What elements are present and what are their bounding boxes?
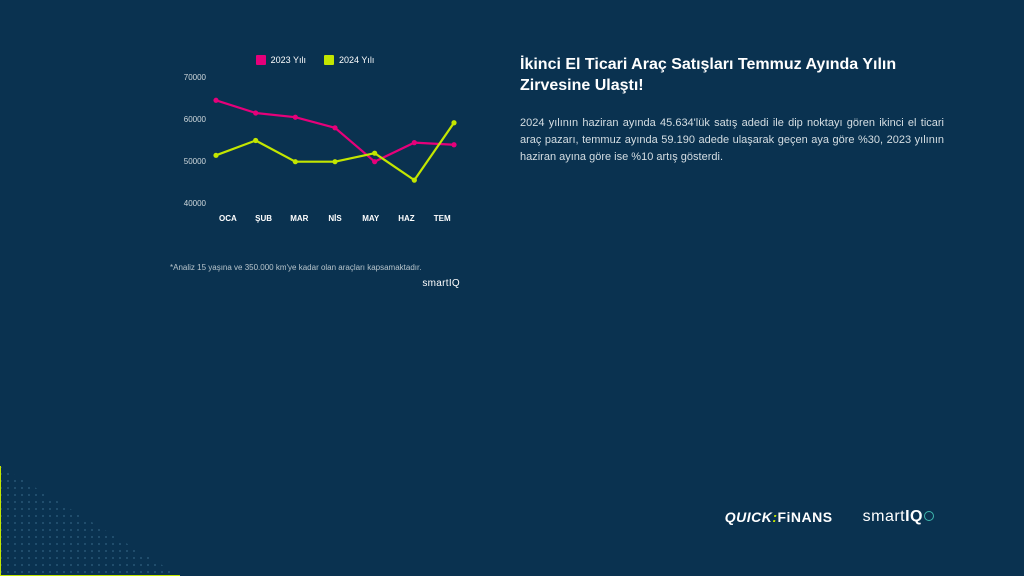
chart-area: 70000 60000 50000 40000	[170, 73, 460, 208]
x-tick: TEM	[424, 214, 460, 223]
series-point-2024	[412, 178, 417, 183]
logo-iq-part: IQ	[905, 508, 923, 525]
y-tick: 60000	[170, 115, 206, 124]
legend-item-2023: 2023 Yılı	[256, 55, 306, 65]
series-point-2024	[372, 151, 377, 156]
x-tick: HAZ	[389, 214, 425, 223]
series-point-2024	[451, 120, 456, 125]
x-tick: MAR	[281, 214, 317, 223]
headline: İkinci El Ticari Araç Satışları Temmuz A…	[520, 55, 944, 97]
logo-bar: QUICK:FiNANS smartIQ	[725, 508, 934, 526]
chart-panel: 2023 Yılı 2024 Yılı 70000 60000 50000 40…	[170, 55, 460, 289]
body-text: 2024 yılının haziran ayında 45.634'lük s…	[520, 115, 944, 166]
series-point-2023	[253, 110, 258, 115]
plot-area	[210, 77, 460, 204]
series-point-2023	[412, 140, 417, 145]
chart-legend: 2023 Yılı 2024 Yılı	[170, 55, 460, 65]
smartiq-logo: smartIQ	[863, 508, 934, 526]
chart-attribution: smartIQ	[170, 278, 460, 289]
legend-label-2024: 2024 Yılı	[339, 55, 374, 65]
series-line-2023	[216, 100, 454, 161]
legend-swatch-2023	[256, 55, 266, 65]
x-tick: NİS	[317, 214, 353, 223]
y-tick: 70000	[170, 73, 206, 82]
x-tick: OCA	[210, 214, 246, 223]
legend-swatch-2024	[324, 55, 334, 65]
logo-smart-part: smart	[863, 508, 906, 525]
y-tick: 40000	[170, 199, 206, 208]
series-point-2024	[213, 153, 218, 158]
series-point-2023	[451, 142, 456, 147]
logo-quick-part: QUICK	[725, 509, 773, 525]
series-point-2023	[332, 125, 337, 130]
y-tick: 50000	[170, 157, 206, 166]
series-point-2023	[372, 159, 377, 164]
series-line-2024	[216, 123, 454, 180]
series-point-2024	[332, 159, 337, 164]
chart-footnote: *Analiz 15 yaşına ve 350.000 km'ye kadar…	[170, 263, 460, 272]
series-point-2023	[293, 115, 298, 120]
series-point-2024	[293, 159, 298, 164]
logo-finans-part: FiNANS	[777, 509, 832, 525]
series-point-2024	[253, 138, 258, 143]
corner-decoration	[0, 466, 180, 576]
x-axis: OCAŞUBMARNİSMAYHAZTEM	[210, 214, 460, 223]
logo-ring-icon	[924, 511, 934, 521]
x-tick: ŞUB	[246, 214, 282, 223]
x-tick: MAY	[353, 214, 389, 223]
text-panel: İkinci El Ticari Araç Satışları Temmuz A…	[520, 55, 944, 289]
line-chart-svg	[210, 77, 460, 204]
y-axis: 70000 60000 50000 40000	[170, 73, 206, 208]
legend-label-2023: 2023 Yılı	[271, 55, 306, 65]
quickfinans-logo: QUICK:FiNANS	[725, 509, 833, 525]
series-point-2023	[213, 98, 218, 103]
legend-item-2024: 2024 Yılı	[324, 55, 374, 65]
